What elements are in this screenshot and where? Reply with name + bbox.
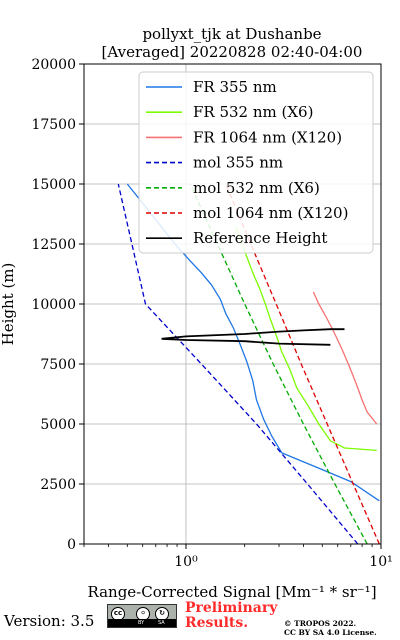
legend-label: Reference Height	[193, 229, 327, 247]
cc-by-text: BY	[138, 620, 145, 626]
cc-by-sa-badge: cc ⚪ ↻ BY SA	[107, 604, 177, 628]
legend-label: mol 1064 nm (X120)	[193, 204, 348, 222]
y-tick-label: 7500	[40, 357, 76, 373]
series-line-5	[225, 183, 380, 544]
legend-label: mol 532 nm (X6)	[193, 179, 320, 197]
y-tick-label: 0	[67, 537, 76, 553]
legend-box	[138, 71, 374, 254]
copyright-line-1: © TROPOS 2022.	[284, 619, 357, 628]
copyright-line-2: CC BY SA 4.0 License.	[284, 628, 377, 637]
cc-sa-text: SA	[158, 620, 165, 626]
legend-label: FR 532 nm (X6)	[193, 103, 313, 121]
series-group	[117, 183, 380, 544]
y-tick-label: 15000	[31, 177, 76, 193]
preliminary-line-2: Results.	[185, 615, 249, 631]
copyright-note: © TROPOS 2022. CC BY SA 4.0 License.	[284, 619, 377, 637]
series-line-3	[117, 183, 359, 544]
x-tick-label: 10⁰	[174, 554, 198, 570]
legend-label: FR 1064 nm (X120)	[193, 128, 342, 146]
legend: FR 355 nm FR 532 nm (X6) FR 1064 nm (X120)…	[138, 71, 374, 254]
chart-title: pollyxt_tjk at Dushanbe	[142, 25, 321, 43]
x-axis-label: Range-Corrected Signal [Mm⁻¹ * sr⁻¹]	[87, 583, 376, 601]
y-axis-label: Height (m)	[0, 263, 17, 346]
series-line-2	[312, 291, 378, 425]
chart-subtitle: [Averaged] 20220828 02:40-04:00	[102, 43, 363, 61]
x-tick-label: 10¹	[369, 554, 392, 570]
preliminary-results-note: Preliminary Results.	[185, 601, 277, 631]
axis-ticks: 0 2500 5000 7500 10000 12500 15000 17500 20000 10…	[31, 57, 392, 570]
legend-label: mol 355 nm	[193, 154, 283, 172]
version-label: Version: 3.5	[4, 612, 95, 630]
preliminary-line-1: Preliminary	[185, 600, 278, 616]
series-line-6	[161, 328, 345, 346]
y-tick-label: 17500	[31, 117, 76, 133]
y-tick-label: 10000	[31, 297, 76, 313]
y-tick-label: 5000	[40, 417, 76, 433]
legend-label: FR 355 nm	[193, 78, 277, 96]
y-tick-label: 20000	[31, 57, 76, 73]
y-tick-label: 2500	[40, 477, 76, 493]
series-line-4	[189, 183, 368, 544]
series-line-1	[235, 226, 377, 452]
y-tick-label: 12500	[31, 237, 76, 253]
